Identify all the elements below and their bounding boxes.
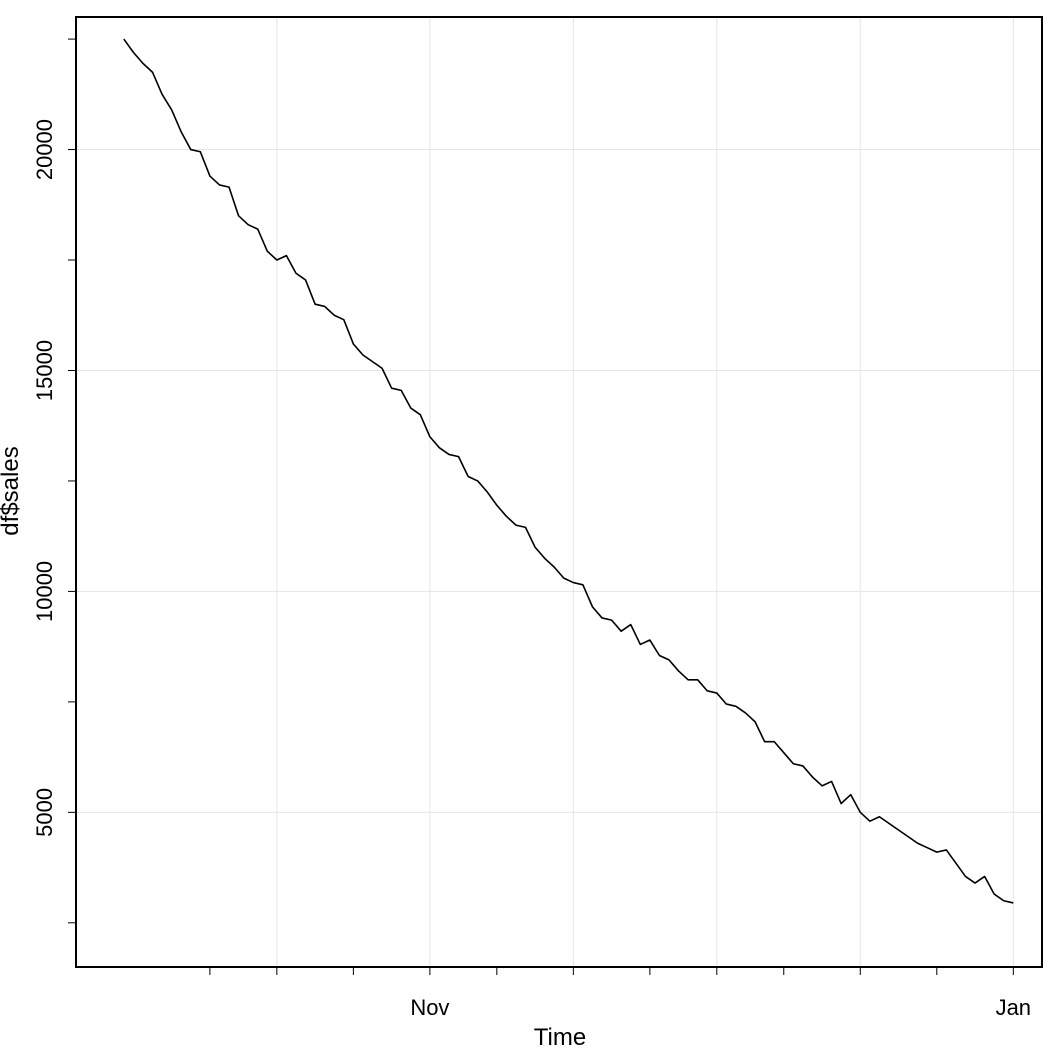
y-tick-label: 5000 [32,788,57,837]
y-tick-label: 20000 [32,119,57,180]
series-line [123,38,1014,904]
x-axis-title: Time [534,1024,586,1051]
series-layer [123,38,1014,904]
grid-layer [76,17,1042,967]
x-tick-label: Nov [410,995,449,1020]
x-tick-label: Jan [996,995,1031,1020]
y-tick-label: 15000 [32,340,57,401]
plot-frame [75,16,1043,968]
y-tick-label: 10000 [32,561,57,622]
y-axis-title: df$sales [0,446,24,535]
axis-layer: 5000 10000 15000 20000 Nov Jan [32,38,1031,1020]
